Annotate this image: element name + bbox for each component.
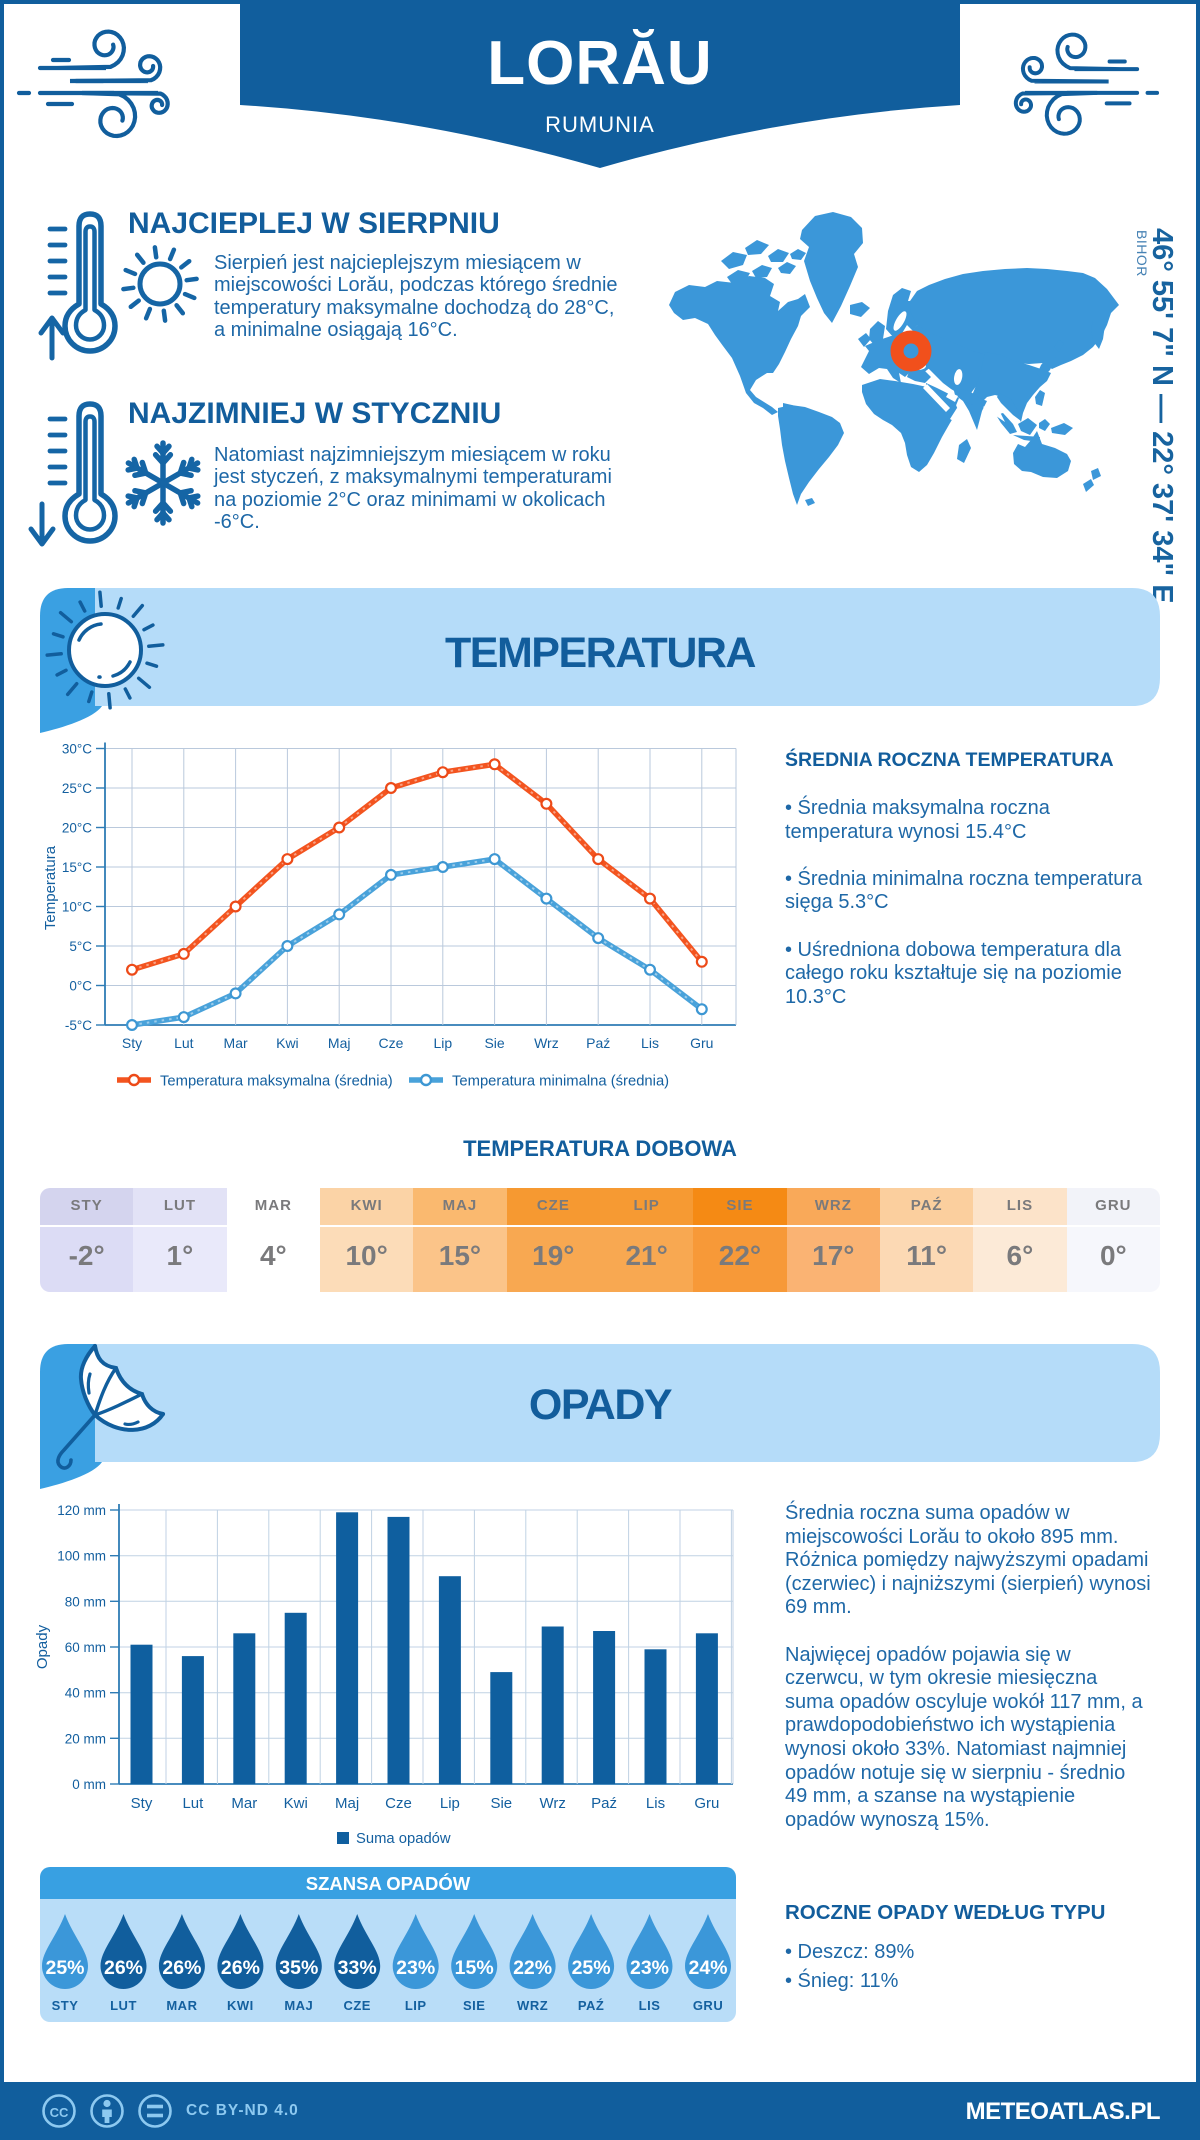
svg-text:25%: 25% bbox=[45, 1957, 84, 1979]
svg-text:Lut: Lut bbox=[174, 1035, 194, 1051]
svg-text:CZE: CZE bbox=[343, 1998, 371, 2013]
svg-text:Mar: Mar bbox=[231, 1795, 257, 1812]
svg-text:Gru: Gru bbox=[690, 1035, 713, 1051]
svg-text:24%: 24% bbox=[688, 1957, 727, 1979]
svg-text:40 mm: 40 mm bbox=[65, 1686, 106, 1701]
svg-text:10°C: 10°C bbox=[62, 900, 92, 915]
svg-text:Cze: Cze bbox=[379, 1035, 404, 1051]
svg-text:20 mm: 20 mm bbox=[65, 1731, 106, 1746]
svg-text:Sty: Sty bbox=[131, 1795, 153, 1812]
svg-text:Cze: Cze bbox=[385, 1795, 412, 1812]
svg-text:Temperatura minimalna (średnia: Temperatura minimalna (średnia) bbox=[452, 1074, 669, 1090]
svg-text:Suma opadów: Suma opadów bbox=[356, 1831, 451, 1847]
svg-text:Kwi: Kwi bbox=[284, 1795, 308, 1812]
svg-text:Opady: Opady bbox=[34, 1624, 51, 1669]
svg-text:Paź: Paź bbox=[591, 1795, 617, 1812]
svg-text:Sty: Sty bbox=[122, 1035, 142, 1051]
svg-text:5°C: 5°C bbox=[69, 939, 92, 954]
svg-text:Maj: Maj bbox=[335, 1795, 359, 1812]
svg-text:Wrz: Wrz bbox=[534, 1035, 559, 1051]
svg-text:Gru: Gru bbox=[694, 1795, 719, 1812]
svg-text:26%: 26% bbox=[162, 1957, 201, 1979]
svg-text:100 mm: 100 mm bbox=[57, 1549, 106, 1564]
svg-text:Lis: Lis bbox=[641, 1035, 659, 1051]
svg-text:GRU: GRU bbox=[693, 1998, 723, 2013]
svg-text:Lip: Lip bbox=[440, 1795, 460, 1812]
svg-text:26%: 26% bbox=[221, 1957, 260, 1979]
svg-text:120 mm: 120 mm bbox=[57, 1503, 106, 1518]
svg-text:Sie: Sie bbox=[484, 1035, 504, 1051]
svg-text:0°C: 0°C bbox=[69, 979, 92, 994]
svg-text:PAŹ: PAŹ bbox=[578, 1998, 605, 2013]
svg-text:Mar: Mar bbox=[224, 1035, 248, 1051]
svg-text:30°C: 30°C bbox=[62, 742, 92, 757]
svg-text:Lut: Lut bbox=[182, 1795, 204, 1812]
svg-text:STY: STY bbox=[52, 1998, 79, 2013]
svg-text:0 mm: 0 mm bbox=[72, 1777, 106, 1792]
svg-text:CC: CC bbox=[50, 2105, 69, 2120]
svg-text:Temperatura maksymalna (średni: Temperatura maksymalna (średnia) bbox=[160, 1074, 393, 1090]
svg-text:15°C: 15°C bbox=[62, 860, 92, 875]
svg-text:SIE: SIE bbox=[463, 1998, 485, 2013]
svg-text:-5°C: -5°C bbox=[65, 1018, 92, 1033]
svg-text:KWI: KWI bbox=[227, 1998, 254, 2013]
svg-text:20°C: 20°C bbox=[62, 821, 92, 836]
svg-text:23%: 23% bbox=[396, 1957, 435, 1979]
svg-text:LIS: LIS bbox=[639, 1998, 661, 2013]
svg-text:Sie: Sie bbox=[490, 1795, 512, 1812]
svg-text:25°C: 25°C bbox=[62, 781, 92, 796]
svg-text:23%: 23% bbox=[630, 1957, 669, 1979]
svg-text:WRZ: WRZ bbox=[517, 1998, 548, 2013]
svg-text:22%: 22% bbox=[513, 1957, 552, 1979]
svg-text:MAJ: MAJ bbox=[284, 1998, 313, 2013]
svg-text:33%: 33% bbox=[338, 1957, 377, 1979]
svg-text:Wrz: Wrz bbox=[540, 1795, 566, 1812]
svg-text:35%: 35% bbox=[279, 1957, 318, 1979]
svg-text:80 mm: 80 mm bbox=[65, 1594, 106, 1609]
svg-text:LUT: LUT bbox=[110, 1998, 137, 2013]
svg-text:60 mm: 60 mm bbox=[65, 1640, 106, 1655]
svg-text:Lis: Lis bbox=[646, 1795, 665, 1812]
svg-text:26%: 26% bbox=[104, 1957, 143, 1979]
svg-text:Lip: Lip bbox=[433, 1035, 452, 1051]
svg-text:MAR: MAR bbox=[166, 1998, 197, 2013]
svg-text:25%: 25% bbox=[572, 1957, 611, 1979]
svg-text:Kwi: Kwi bbox=[276, 1035, 299, 1051]
svg-text:Temperatura: Temperatura bbox=[42, 845, 59, 930]
svg-text:Maj: Maj bbox=[328, 1035, 351, 1051]
svg-text:15%: 15% bbox=[455, 1957, 494, 1979]
svg-text:LIP: LIP bbox=[405, 1998, 427, 2013]
svg-text:Paź: Paź bbox=[586, 1035, 610, 1051]
